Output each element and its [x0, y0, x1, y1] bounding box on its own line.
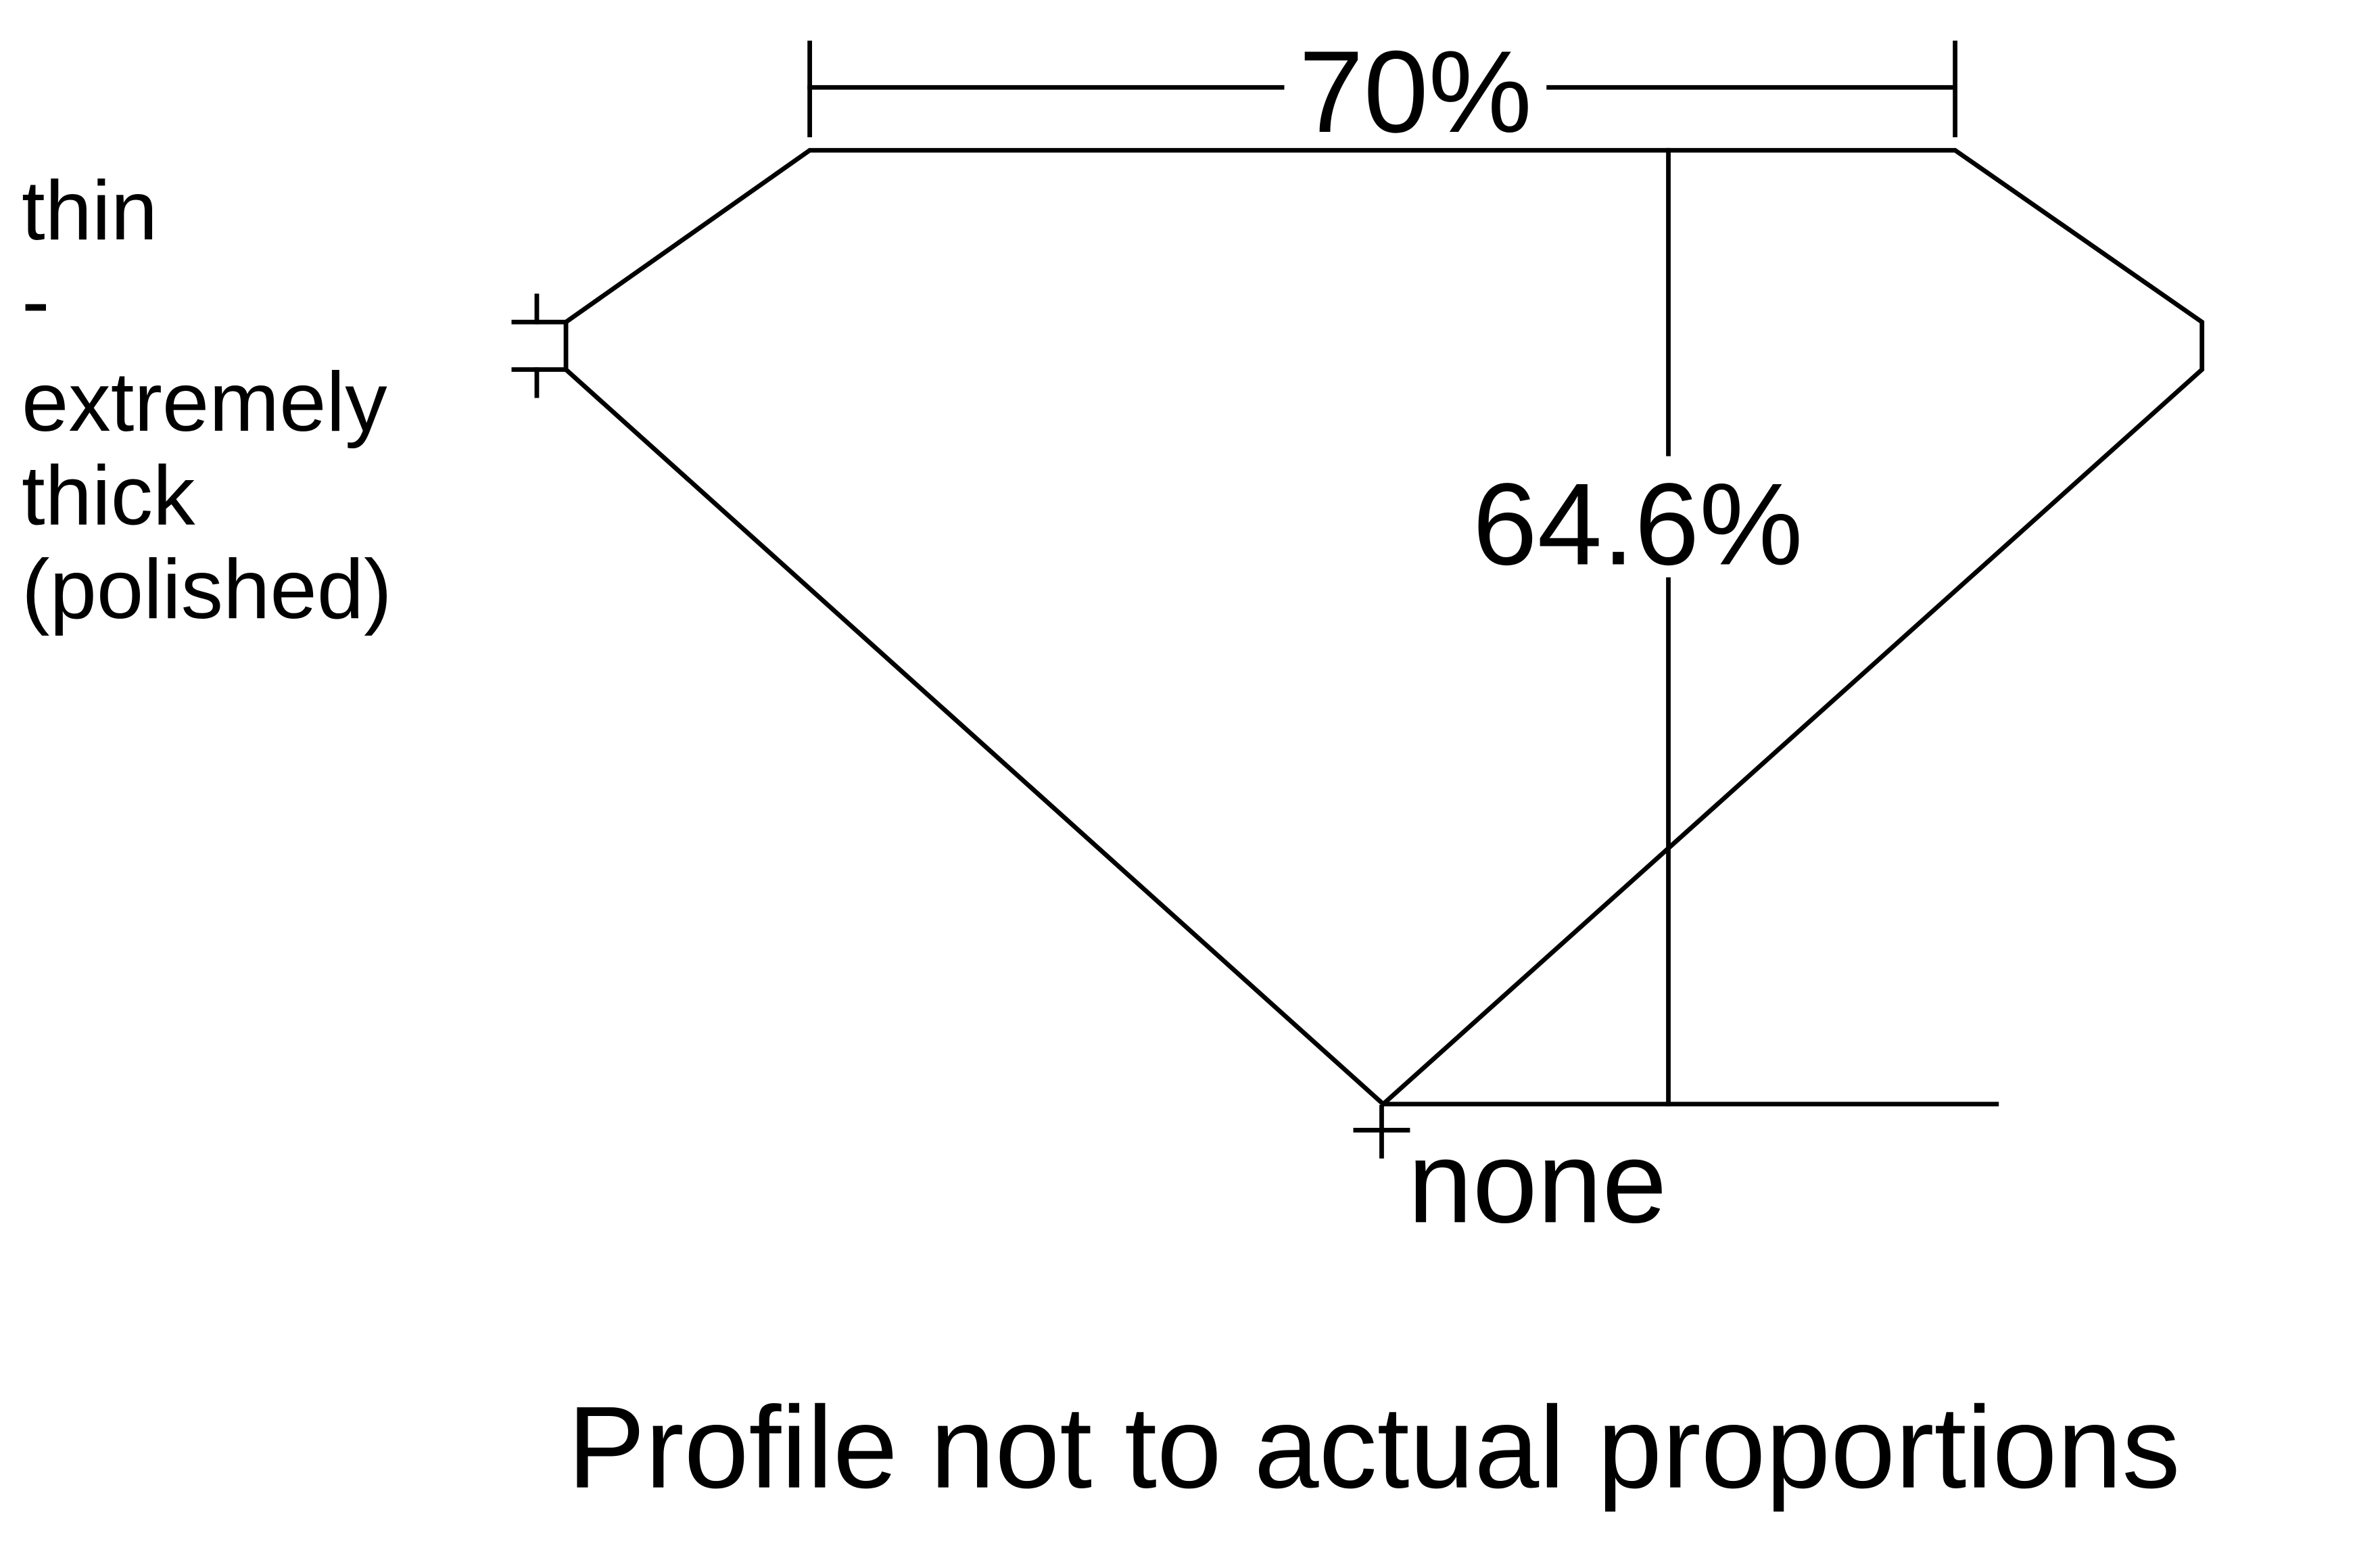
- girdle-markers: [511, 293, 569, 398]
- girdle-label: thin - extremely thick (polished): [22, 164, 392, 636]
- table-width-label: 70%: [1299, 26, 1532, 157]
- girdle-label-line: extremely: [22, 355, 387, 449]
- girdle-label-line: thin: [22, 164, 158, 258]
- table-width-dimension: 70%: [807, 26, 1957, 157]
- total-depth-dimension: 64.6%: [1473, 147, 1803, 1107]
- total-depth-label: 64.6%: [1473, 459, 1803, 590]
- culet-label: none: [1408, 1116, 1667, 1247]
- caption: Profile not to actual proportions: [567, 1382, 2180, 1513]
- diamond-outline: [563, 147, 2205, 1108]
- girdle-label-line: thick: [22, 449, 195, 543]
- girdle-label-line: -: [22, 254, 50, 348]
- culet-marker: [1353, 1104, 1410, 1159]
- girdle-label-line: (polished): [22, 542, 392, 636]
